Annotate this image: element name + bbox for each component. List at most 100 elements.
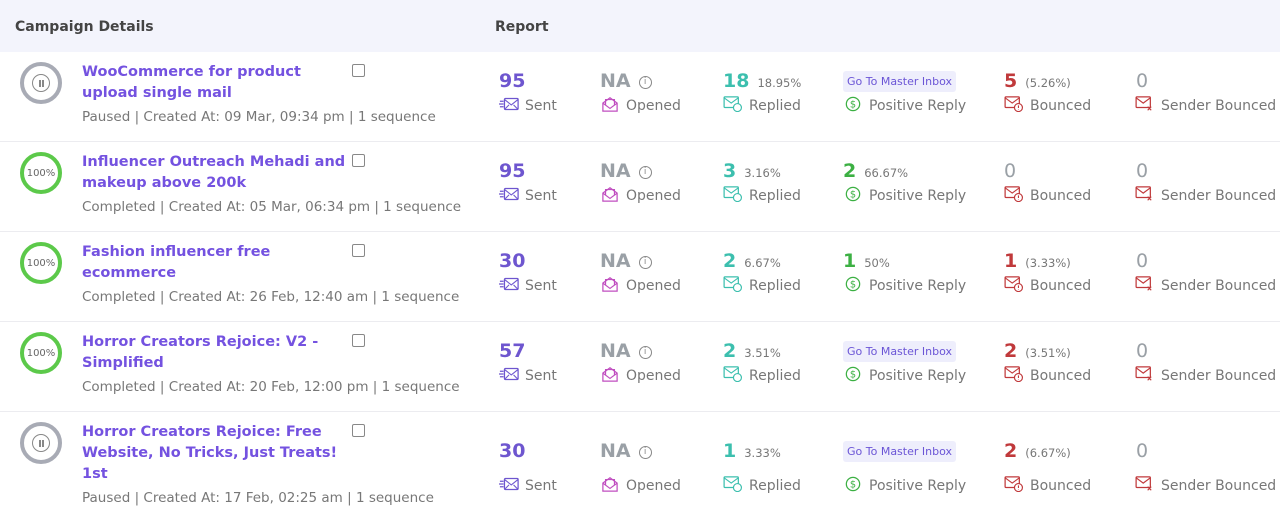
replied-count: 2 bbox=[723, 250, 737, 272]
svg-text:$: $ bbox=[850, 190, 856, 201]
sent-count: 57 bbox=[499, 340, 526, 362]
pause-icon bbox=[20, 62, 62, 104]
svg-text:$: $ bbox=[850, 480, 856, 491]
pause-icon[interactable] bbox=[32, 434, 50, 452]
info-icon[interactable]: i bbox=[638, 76, 652, 89]
external-link-icon[interactable] bbox=[352, 334, 365, 347]
campaign-row[interactable]: 100% Fashion influencer free ecommerce C… bbox=[0, 232, 1280, 322]
sent-label: Sent bbox=[499, 366, 557, 386]
sender-bounced-icon bbox=[1135, 476, 1155, 496]
campaign-name-link[interactable]: Horror Creators Rejoice: V2 - Simplified bbox=[82, 334, 319, 371]
positive-reply-label: $ Positive Reply bbox=[843, 186, 966, 206]
external-link-icon[interactable] bbox=[352, 64, 365, 77]
bounced-count: 0 bbox=[1004, 160, 1017, 182]
sender-bounced-icon bbox=[1135, 96, 1155, 116]
replied-icon bbox=[723, 276, 743, 296]
svg-text:$: $ bbox=[850, 100, 856, 111]
replied-count: 18 bbox=[723, 70, 750, 92]
campaign-row[interactable]: 100% Horror Creators Rejoice: V2 - Simpl… bbox=[0, 322, 1280, 412]
campaign-row[interactable]: 100% Influencer Outreach Mehadi and make… bbox=[0, 142, 1280, 232]
external-link-icon[interactable] bbox=[352, 424, 365, 437]
campaign-row[interactable]: WooCommerce for product upload single ma… bbox=[0, 52, 1280, 142]
go-to-master-inbox-button[interactable]: Go To Master Inbox bbox=[843, 71, 956, 92]
replied-percent: 3.51% bbox=[744, 346, 781, 360]
pause-icon bbox=[20, 422, 62, 464]
replied-icon bbox=[723, 96, 743, 116]
bounced-percent: (3.33%) bbox=[1025, 256, 1071, 270]
campaign-meta: Completed | Created At: 05 Mar, 06:34 pm… bbox=[82, 199, 462, 215]
pause-icon[interactable] bbox=[32, 74, 50, 92]
bounced-icon bbox=[1004, 276, 1024, 296]
external-link-icon[interactable] bbox=[352, 154, 365, 167]
replied-percent: 6.67% bbox=[744, 256, 781, 270]
campaign-meta: Completed | Created At: 26 Feb, 12:40 am… bbox=[82, 289, 460, 305]
bounced-percent: (3.51%) bbox=[1025, 346, 1071, 360]
bounced-percent: (5.26%) bbox=[1025, 76, 1071, 90]
go-to-master-inbox-button[interactable]: Go To Master Inbox bbox=[843, 441, 956, 462]
svg-text:$: $ bbox=[850, 280, 856, 291]
bounced-icon bbox=[1004, 366, 1024, 386]
replied-label: Replied bbox=[723, 186, 801, 206]
opened-count: NA bbox=[600, 160, 631, 182]
positive-count: 1 bbox=[843, 250, 857, 272]
replied-label: Replied bbox=[723, 366, 801, 386]
bounced-label: Bounced bbox=[1004, 276, 1091, 296]
campaign-meta: Paused | Created At: 09 Mar, 09:34 pm | … bbox=[82, 109, 436, 125]
sent-icon bbox=[499, 276, 519, 296]
bounced-count: 2 bbox=[1004, 340, 1018, 362]
sent-count: 95 bbox=[499, 70, 526, 92]
bounced-label: Bounced bbox=[1004, 96, 1091, 116]
opened-icon bbox=[600, 366, 620, 386]
replied-label: Replied bbox=[723, 476, 801, 496]
sent-count: 30 bbox=[499, 250, 526, 272]
sent-label: Sent bbox=[499, 186, 557, 206]
sender-bounced-icon bbox=[1135, 366, 1155, 386]
bounced-count: 1 bbox=[1004, 250, 1018, 272]
sender-bounced-label: Sender Bounced bbox=[1135, 96, 1276, 116]
replied-percent: 3.33% bbox=[744, 446, 781, 460]
info-icon[interactable]: i bbox=[638, 346, 652, 359]
opened-count: NA bbox=[600, 250, 631, 272]
positive-reply-icon: $ bbox=[843, 276, 863, 296]
positive-percent: 66.67% bbox=[864, 166, 909, 180]
info-icon[interactable]: i bbox=[638, 256, 652, 269]
replied-icon bbox=[723, 476, 743, 496]
campaign-name-link[interactable]: WooCommerce for product upload single ma… bbox=[82, 64, 301, 101]
go-to-master-inbox-button[interactable]: Go To Master Inbox bbox=[843, 341, 956, 362]
campaign-row[interactable]: Horror Creators Rejoice: Free Website, N… bbox=[0, 412, 1280, 522]
sender-bounced-count: 0 bbox=[1136, 250, 1149, 272]
progress-ring: 100% bbox=[20, 242, 62, 284]
opened-label: Opened bbox=[600, 96, 681, 116]
campaign-name-link[interactable]: Fashion influencer free ecommerce bbox=[82, 244, 271, 281]
replied-label: Replied bbox=[723, 96, 801, 116]
campaign-name-link[interactable]: Horror Creators Rejoice: Free Website, N… bbox=[82, 424, 338, 482]
campaign-meta: Completed | Created At: 20 Feb, 12:00 pm… bbox=[82, 379, 460, 395]
positive-reply-label: $ Positive Reply bbox=[843, 366, 966, 386]
info-icon[interactable]: i bbox=[638, 166, 652, 179]
bounced-percent: (6.67%) bbox=[1025, 446, 1071, 460]
header-campaign-details: Campaign Details bbox=[15, 19, 154, 35]
external-link-icon[interactable] bbox=[352, 244, 365, 257]
opened-icon bbox=[600, 476, 620, 496]
replied-label: Replied bbox=[723, 276, 801, 296]
sender-bounced-count: 0 bbox=[1136, 160, 1149, 182]
opened-label: Opened bbox=[600, 366, 681, 386]
sender-bounced-count: 0 bbox=[1136, 440, 1149, 462]
campaign-meta: Paused | Created At: 17 Feb, 02:25 am | … bbox=[82, 490, 434, 506]
bounced-count: 5 bbox=[1004, 70, 1018, 92]
opened-label: Opened bbox=[600, 276, 681, 296]
bounced-count: 2 bbox=[1004, 440, 1018, 462]
replied-count: 1 bbox=[723, 440, 737, 462]
replied-percent: 18.95% bbox=[757, 76, 802, 90]
sender-bounced-icon bbox=[1135, 186, 1155, 206]
campaign-name-link[interactable]: Influencer Outreach Mehadi and makeup ab… bbox=[82, 154, 346, 191]
opened-label: Opened bbox=[600, 186, 681, 206]
sent-label: Sent bbox=[499, 476, 557, 496]
table-header: Campaign Details Report bbox=[0, 0, 1280, 52]
sent-count: 95 bbox=[499, 160, 526, 182]
info-icon[interactable]: i bbox=[638, 446, 652, 459]
positive-reply-label: $ Positive Reply bbox=[843, 96, 966, 116]
positive-reply-label: $ Positive Reply bbox=[843, 276, 966, 296]
sender-bounced-label: Sender Bounced bbox=[1135, 476, 1276, 496]
bounced-icon bbox=[1004, 186, 1024, 206]
